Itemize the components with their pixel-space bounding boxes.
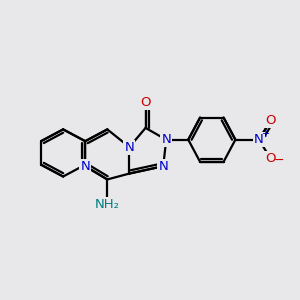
Text: N: N (158, 160, 168, 173)
Text: NH₂: NH₂ (95, 198, 120, 211)
Text: +: + (261, 129, 269, 139)
Text: O: O (266, 114, 276, 127)
Text: −: − (274, 154, 284, 167)
Text: O: O (266, 152, 276, 165)
Text: N: N (161, 133, 171, 146)
Text: N: N (80, 160, 90, 173)
Text: O: O (140, 96, 151, 110)
Text: N: N (124, 141, 134, 154)
Text: N: N (254, 133, 264, 146)
